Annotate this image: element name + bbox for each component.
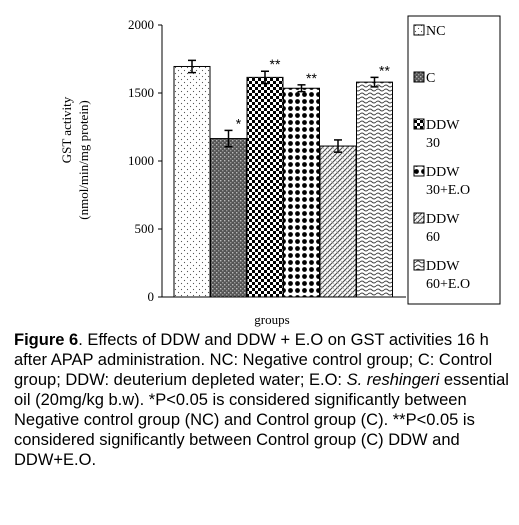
error-bar-3 <box>261 70 269 85</box>
error-bar-6 <box>370 76 379 88</box>
legend-swatch-5 <box>413 212 425 224</box>
y-tick-label: 500 <box>135 221 155 236</box>
legend-swatch-2 <box>413 71 425 83</box>
legend-label-3-line2: 30 <box>426 136 440 151</box>
significance-mark-2: * <box>236 115 242 131</box>
legend-label-6: DDW <box>426 259 460 274</box>
error-bar-2 <box>224 129 233 148</box>
legend-swatch-3 <box>413 118 425 130</box>
bar-3 <box>246 76 284 298</box>
bars <box>173 65 393 298</box>
significance-marks: ***** ** <box>236 56 391 131</box>
figure-label: Figure 6 <box>14 331 79 349</box>
figure-caption: Figure 6. Effects of DDW and DDW + E.O o… <box>14 330 514 470</box>
error-bar-1 <box>188 59 196 74</box>
y-tick-label: 0 <box>148 289 155 304</box>
y-axis-title-line2: (nmol/min/mg protein) <box>76 100 91 220</box>
legend-label-6-line2: 60+E.O <box>426 277 470 292</box>
error-bars <box>188 59 379 153</box>
legend-label-4: DDW <box>426 165 460 180</box>
y-axis-title-line1: GST activity <box>59 96 74 163</box>
y-tick-label: 2000 <box>128 17 154 32</box>
significance-mark-3: ** <box>270 56 281 72</box>
error-bar-4 <box>297 84 306 93</box>
legend-label-3: DDW <box>426 118 460 133</box>
legend-label-5-line2: 60 <box>426 230 440 245</box>
caption-species: S. reshingeri <box>346 371 440 389</box>
significance-mark-4: ** <box>306 70 317 86</box>
y-axis: 0 500 1000 1500 2000 <box>128 17 406 304</box>
caption-text-2: essential oil (20mg/kg b.w). *P<0.05 is … <box>14 371 509 469</box>
y-tick-label: 1000 <box>128 153 154 168</box>
x-axis-title: groups <box>254 312 289 327</box>
bar-5 <box>319 145 357 298</box>
legend: NC C DDW 30 DDW 30+E.O DDW 60 DDW 60+E.O <box>413 24 470 292</box>
bar-6 <box>356 81 393 298</box>
legend-swatch-1 <box>413 24 425 36</box>
caption-text-1: . Effects of DDW and DDW + E.O on GST ac… <box>14 331 493 389</box>
error-bar-5 <box>334 139 342 153</box>
legend-label-5: DDW <box>426 212 460 227</box>
bar-1 <box>173 65 211 298</box>
legend-swatch-4 <box>413 165 425 177</box>
legend-box <box>407 15 501 305</box>
legend-swatch-6 <box>413 259 425 271</box>
legend-label-2: C <box>426 71 435 86</box>
bar-2 <box>210 138 247 298</box>
significance-mark-6: ** <box>379 62 390 78</box>
y-tick-label: 1500 <box>128 85 154 100</box>
bar-4 <box>283 87 320 298</box>
legend-label-1: NC <box>426 24 445 39</box>
legend-label-4-line2: 30+E.O <box>426 183 470 198</box>
